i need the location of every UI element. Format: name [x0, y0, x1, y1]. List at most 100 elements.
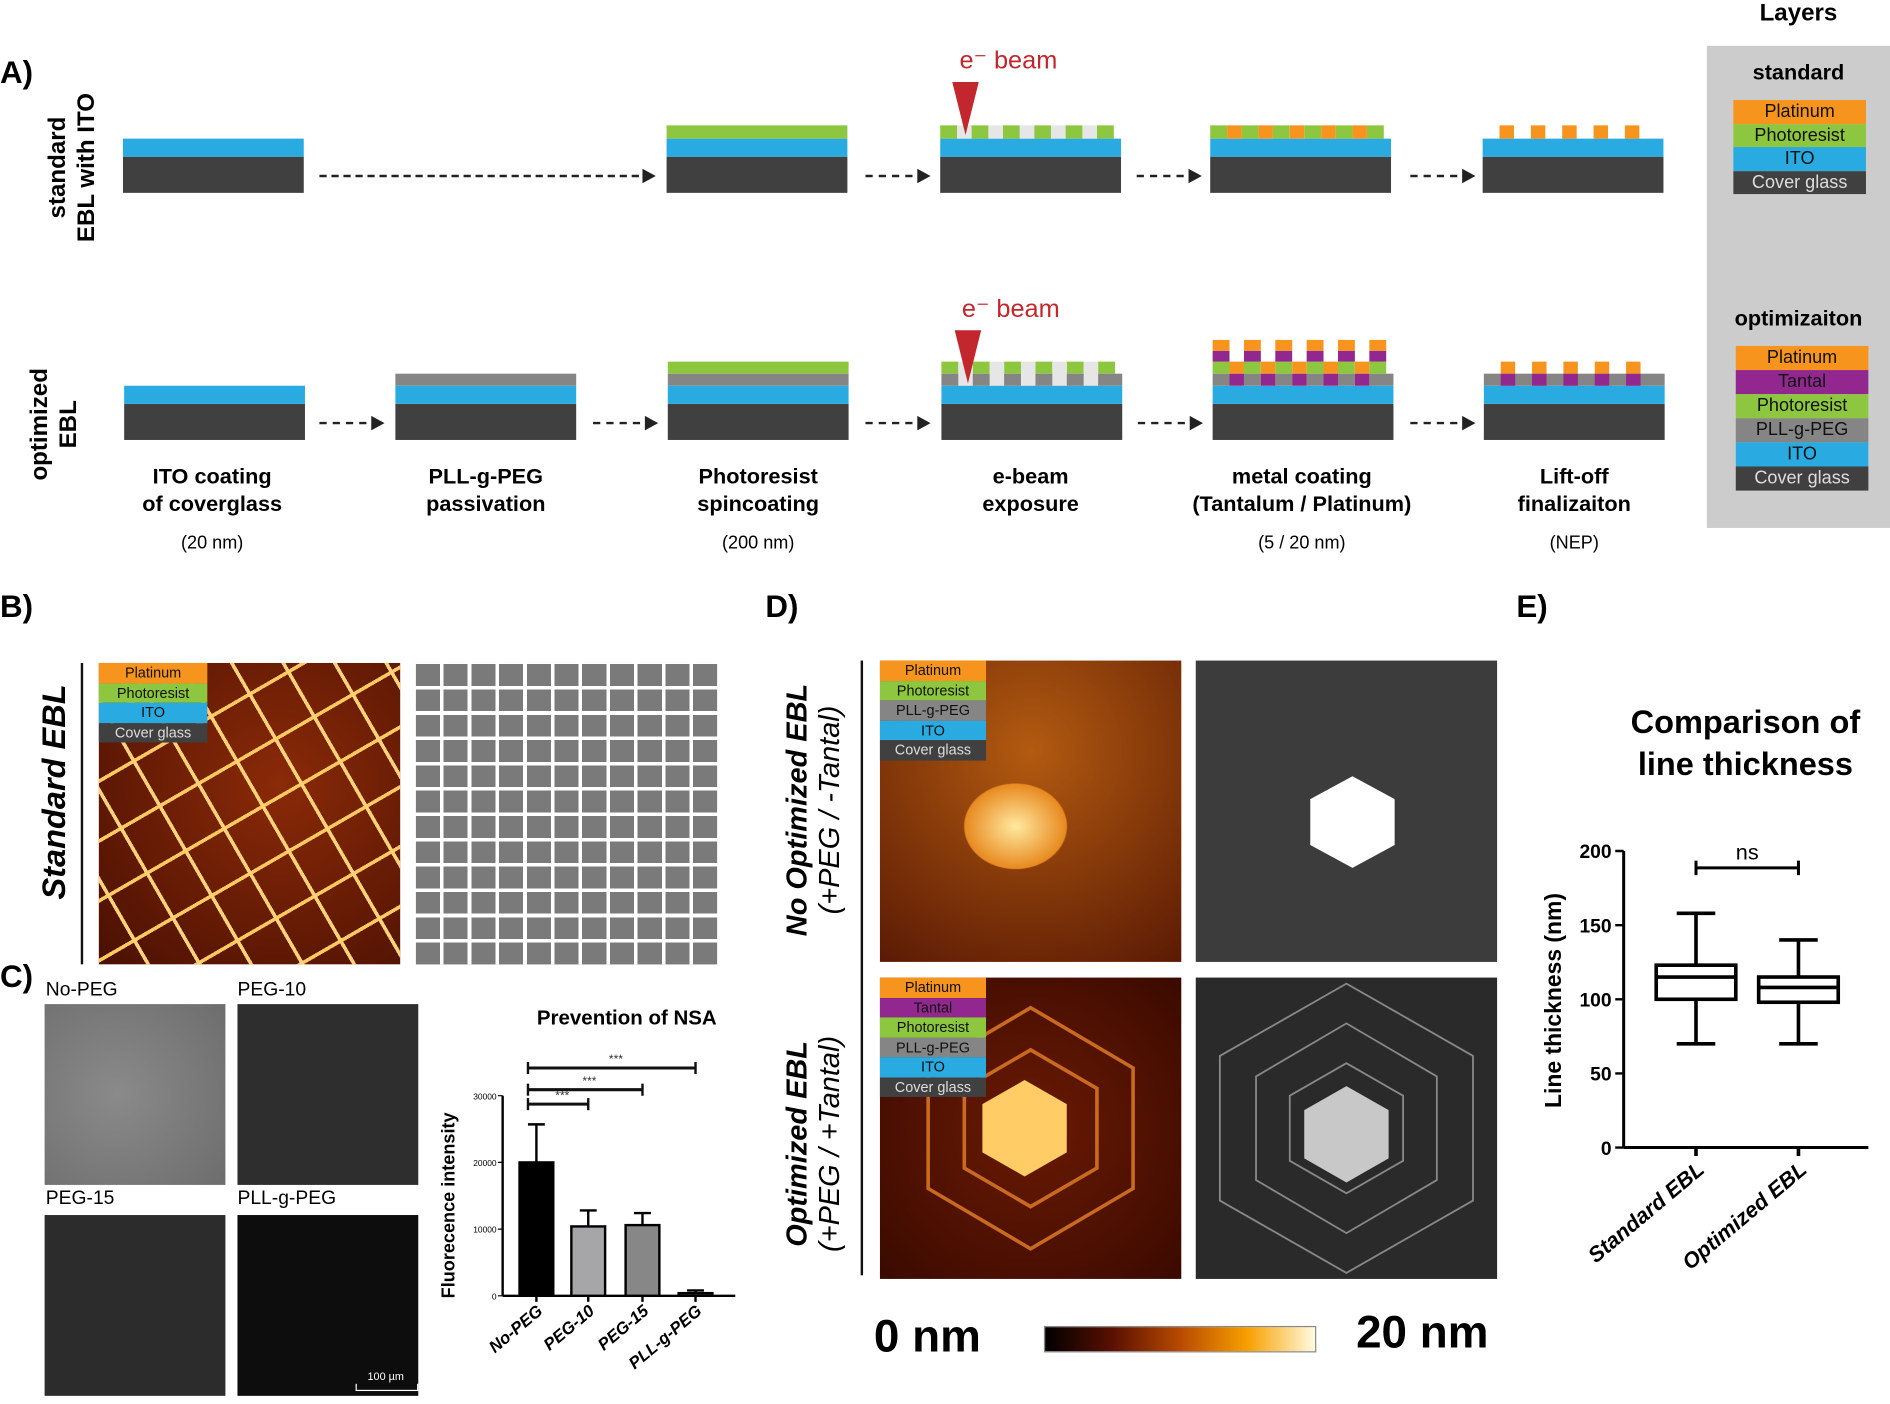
- scalebar: [355, 1383, 419, 1392]
- photoresist-layer: [1004, 361, 1021, 374]
- box: [1654, 963, 1738, 1002]
- legend-item-cover-glass: Cover glass: [1733, 170, 1866, 195]
- y-tick-label: 0: [492, 1291, 497, 1301]
- y-tick-label: 150: [1579, 916, 1611, 937]
- platinum-layer: [1594, 361, 1610, 374]
- platinum-layer: [1624, 125, 1640, 139]
- tantal-layer: [1243, 350, 1261, 362]
- legend-item-photoresist: Photoresist: [1735, 394, 1869, 419]
- scalebar-label: 100 µm: [367, 1370, 404, 1383]
- tantal-layer: [1229, 373, 1244, 386]
- fluorescence-image-pll-g-peg: [237, 1215, 419, 1396]
- y-axis-label: Fluorecence intensity: [438, 1112, 458, 1298]
- platinum-layer: [1354, 361, 1370, 374]
- y-axis-label: Line thickness (nm): [1540, 893, 1566, 1108]
- step-title-line: Photoresist: [698, 464, 818, 489]
- image-label: PEG-10: [237, 979, 307, 1001]
- legend-item-ito: ITO: [879, 1057, 987, 1078]
- photoresist-layer: [1306, 361, 1324, 374]
- exposed-area: [988, 125, 1003, 139]
- y-tick-label: 30000: [473, 1091, 497, 1101]
- platinum-layer: [1292, 361, 1307, 374]
- divider: [860, 660, 864, 1276]
- cover-glass-layer: [667, 403, 849, 440]
- tantal-layer: [1563, 373, 1578, 386]
- ebeam-label: e⁻ beam: [959, 47, 1058, 75]
- fluorescence-image-no-peg: [44, 1004, 226, 1185]
- cover-glass-layer: [1212, 403, 1394, 440]
- ito-layer: [395, 385, 577, 404]
- platinum-layer: [1212, 339, 1230, 351]
- x-tick-label: PEG-10: [540, 1301, 599, 1355]
- platinum-layer: [1593, 125, 1609, 139]
- tantal-layer: [1626, 373, 1641, 386]
- row-label-optimized: Optimized EBL (+PEG / +Tantal): [781, 993, 846, 1294]
- tantal-layer: [1369, 350, 1387, 362]
- layers-standard-title: standard: [1752, 60, 1845, 85]
- row-label-line: No Optimized EBL: [781, 683, 814, 937]
- legend-item-pll-g-peg: PLL-g-PEG: [1735, 418, 1869, 443]
- platinum-layer: [1352, 125, 1367, 139]
- legend-item-platinum: Platinum: [1735, 345, 1869, 371]
- image-label: PLL-g-PEG: [237, 1188, 337, 1210]
- photoresist-layer: [1304, 125, 1322, 139]
- cover-glass-layer: [941, 403, 1123, 440]
- legend-item-tantal: Tantal: [879, 997, 987, 1018]
- legend-item-ito: ITO: [879, 720, 987, 741]
- platinum-layer: [1229, 361, 1244, 374]
- x-tick-label: No-PEG: [485, 1301, 546, 1357]
- legend-item-photoresist: Photoresist: [1733, 123, 1866, 148]
- hexagon-shape: [1310, 776, 1395, 868]
- photoresist-layer: [1002, 125, 1020, 139]
- tantal-layer: [1260, 373, 1276, 386]
- ito-layer: [122, 138, 304, 157]
- step-detail: (200 nm): [722, 532, 795, 554]
- step-caption: metal coating (Tantalum / Platinum): [1163, 463, 1440, 518]
- layers-optimization-title: optimizaiton: [1734, 306, 1863, 331]
- y-tick-label: 50: [1590, 1065, 1611, 1086]
- platinum-layer: [1321, 125, 1336, 139]
- cover-glass-layer: [124, 403, 305, 440]
- tantal-layer: [1292, 373, 1307, 386]
- photoresist-layer: [1210, 125, 1228, 139]
- fluorescence-image-peg-15: [44, 1215, 226, 1396]
- legend-item-cover-glass: Cover glass: [879, 740, 987, 761]
- photoresist-layer: [1272, 125, 1290, 139]
- process-arrow-icon: [319, 415, 385, 431]
- sem-image-optimized: [1195, 977, 1498, 1279]
- row-label-standard-ebl: Standard EBL: [36, 684, 73, 900]
- step-title-line: exposure: [982, 491, 1079, 516]
- hexagon-shape: [982, 1080, 1067, 1177]
- legend-item-platinum: Platinum: [879, 660, 987, 681]
- photoresist-layer: [1096, 125, 1114, 139]
- platinum-layer: [1562, 125, 1577, 139]
- photoresist-layer: [1098, 361, 1115, 374]
- legend-item-photoresist: Photoresist: [98, 682, 208, 703]
- tantal-layer: [1275, 350, 1293, 362]
- photoresist-layer: [941, 361, 959, 374]
- photoresist-layer: [1369, 361, 1387, 374]
- ito-layer: [1483, 385, 1665, 404]
- tantal-layer: [1354, 373, 1370, 386]
- row-label-no-optimized: No Optimized EBL (+PEG / -Tantal): [781, 659, 846, 960]
- photoresist-layer: [1035, 361, 1053, 374]
- step-title-line: e-beam: [992, 464, 1069, 489]
- step-caption: PLL-g-PEG passivation: [347, 463, 624, 518]
- chart-title: Comparison of: [1631, 704, 1861, 740]
- step-title-line: passivation: [426, 491, 546, 516]
- exposed-area: [1083, 361, 1099, 386]
- cover-glass-layer: [1210, 156, 1392, 193]
- sem-image-no-optimized: [1195, 660, 1498, 962]
- step-caption: e-beam exposure: [892, 463, 1169, 518]
- chart-title: Prevention of NSA: [537, 1007, 717, 1030]
- photoresist-layer: [667, 361, 849, 374]
- step-title-line: of coverglass: [142, 491, 283, 516]
- photoresist-layer: [1366, 125, 1384, 139]
- ebeam-label: e⁻ beam: [961, 295, 1060, 324]
- platinum-layer: [1530, 125, 1546, 139]
- tantal-layer: [1337, 350, 1355, 362]
- platinum-layer: [1500, 361, 1516, 374]
- ito-layer: [666, 138, 848, 157]
- legend-item-platinum: Platinum: [879, 977, 987, 998]
- platinum-layer: [1275, 339, 1293, 351]
